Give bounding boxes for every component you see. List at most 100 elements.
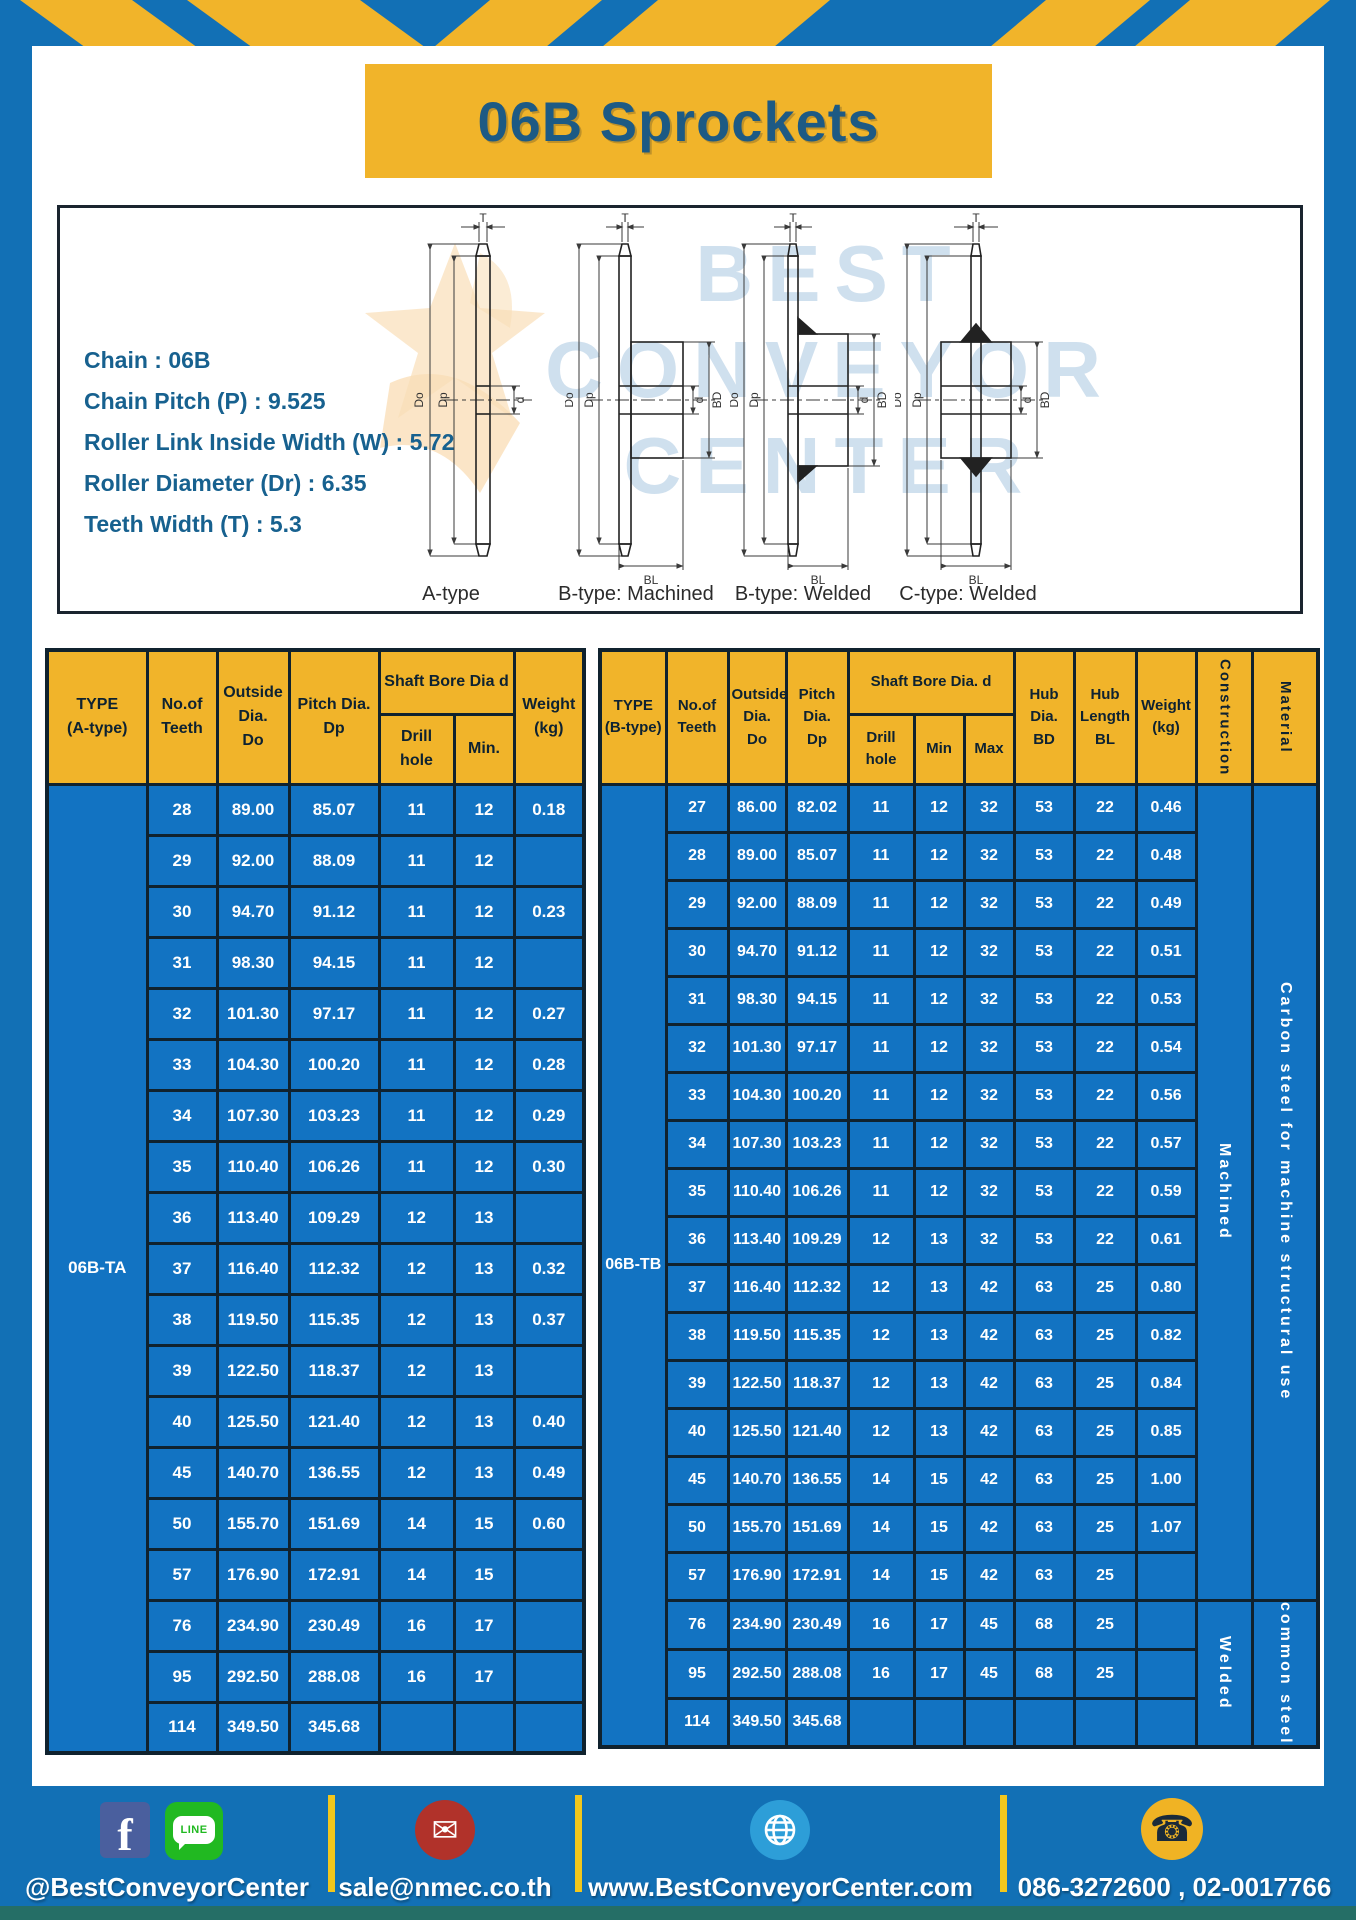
data-cell: 22 xyxy=(1072,1214,1138,1266)
dim-label-do: Do xyxy=(412,392,426,408)
data-cell: 97.17 xyxy=(287,986,381,1041)
data-cell: 25 xyxy=(1072,1262,1138,1314)
data-cell: 13 xyxy=(912,1310,966,1362)
data-cell: 12 xyxy=(846,1262,916,1314)
data-cell: 11 xyxy=(846,782,916,834)
data-cell: 15 xyxy=(452,1547,516,1602)
sprocket-figure-c-welded: T Do Dp d BD BL xyxy=(895,211,1052,587)
table-row: 36 113.40 109.29 12 13 32 53 22 0.61 xyxy=(600,1214,1318,1266)
data-cell: 106.26 xyxy=(287,1139,381,1194)
table-row: 50 155.70 151.69 14 15 42 63 25 1.07 xyxy=(600,1502,1318,1554)
data-cell: 0.30 xyxy=(512,1139,586,1194)
table-row: 114 349.50 345.68 xyxy=(47,1700,586,1755)
data-cell: 11 xyxy=(846,1118,916,1170)
data-cell: 63 xyxy=(1012,1310,1076,1362)
data-cell: 101.30 xyxy=(215,986,291,1041)
data-cell: 12 xyxy=(452,935,516,990)
data-cell: 106.26 xyxy=(784,1166,850,1218)
table-b-type: TYPE (B-type) No.of Teeth Outside Dia. D… xyxy=(598,648,1321,1750)
data-cell: 0.48 xyxy=(1134,830,1198,882)
data-cell: 11 xyxy=(846,1022,916,1074)
data-cell: 11 xyxy=(846,830,916,882)
col-header-pitch-dia: Pitch Dia. Dp xyxy=(784,648,850,786)
data-cell: 0.80 xyxy=(1134,1262,1198,1314)
data-cell: 11 xyxy=(846,878,916,930)
data-cell: 110.40 xyxy=(215,1139,291,1194)
data-cell: 35 xyxy=(664,1166,730,1218)
data-cell xyxy=(512,1700,586,1755)
data-cell: 0.82 xyxy=(1134,1310,1198,1362)
footer-website[interactable]: www.BestConveyorCenter.com xyxy=(588,1872,973,1902)
table-row: 114 349.50 345.68 xyxy=(600,1696,1318,1749)
email-icon[interactable]: ✉ xyxy=(415,1800,475,1860)
type-label-cell: 06B-TA xyxy=(45,782,149,1755)
col-header-min: Min xyxy=(912,712,966,786)
data-cell: 116.40 xyxy=(215,1241,291,1296)
data-cell: 14 xyxy=(846,1502,916,1554)
data-cell: 12 xyxy=(452,1088,516,1143)
data-cell: 12 xyxy=(377,1445,456,1500)
line-icon[interactable]: LINE xyxy=(165,1802,223,1860)
footer-email[interactable]: sale@nmec.co.th xyxy=(338,1872,552,1902)
data-cell xyxy=(512,1598,586,1653)
table-row: 30 94.70 91.12 11 12 32 53 22 0.51 xyxy=(600,926,1318,978)
data-cell: 76 xyxy=(145,1598,219,1653)
data-cell: 37 xyxy=(664,1262,730,1314)
data-cell: 32 xyxy=(962,830,1016,882)
banner-stripe xyxy=(187,0,424,46)
data-cell xyxy=(962,1696,1016,1749)
data-cell: 12 xyxy=(377,1394,456,1449)
table-row: 45 140.70 136.55 12 13 0.49 xyxy=(47,1445,586,1500)
data-cell: 12 xyxy=(912,782,966,834)
data-cell: 13 xyxy=(452,1292,516,1347)
data-cell: 32 xyxy=(962,782,1016,834)
title-banner: 06B Sprockets xyxy=(365,64,992,178)
data-cell: 91.12 xyxy=(287,884,381,939)
data-cell: 12 xyxy=(846,1406,916,1458)
data-cell xyxy=(377,1700,456,1755)
data-cell: 288.08 xyxy=(784,1647,850,1700)
data-cell: 17 xyxy=(452,1598,516,1653)
data-cell xyxy=(1134,1647,1198,1700)
data-cell: 0.37 xyxy=(512,1292,586,1347)
footer-social-handle[interactable]: @BestConveyorCenter xyxy=(25,1872,309,1902)
table-row: 28 89.00 85.07 11 12 32 53 22 0.48 xyxy=(600,830,1318,882)
data-cell: 31 xyxy=(664,974,730,1026)
data-cell: 115.35 xyxy=(784,1310,850,1362)
line-bubble: LINE xyxy=(173,1816,215,1850)
facebook-icon[interactable]: f xyxy=(100,1802,150,1860)
table-row: 29 92.00 88.09 11 12 32 53 22 0.49 xyxy=(600,878,1318,930)
spec-line: Roller Diameter (Dr) : 6.35 xyxy=(84,470,367,496)
data-cell: 11 xyxy=(377,1037,456,1092)
data-cell: 234.90 xyxy=(726,1598,788,1651)
table-row: 76 234.90 230.49 16 17 xyxy=(47,1598,586,1653)
dim-label-d: d xyxy=(692,397,706,404)
data-cell: 0.40 xyxy=(512,1394,586,1449)
data-cell: 11 xyxy=(377,833,456,888)
data-cell: 101.30 xyxy=(726,1022,788,1074)
data-cell: 13 xyxy=(452,1445,516,1500)
sprocket-figure-a-type: T Do Dp d xyxy=(412,211,532,557)
data-cell: 345.68 xyxy=(287,1700,381,1755)
data-cell: 22 xyxy=(1072,878,1138,930)
data-cell: 57 xyxy=(145,1547,219,1602)
dim-label-bd: BD xyxy=(875,391,889,408)
data-cell: 12 xyxy=(912,1118,966,1170)
col-header-drill-hole: Drill hole xyxy=(846,712,916,786)
data-cell: 0.46 xyxy=(1134,782,1198,834)
data-cell: 119.50 xyxy=(726,1310,788,1362)
phone-icon[interactable]: ☎ xyxy=(1141,1798,1203,1860)
data-cell: 42 xyxy=(962,1406,1016,1458)
data-cell: 68 xyxy=(1012,1647,1076,1700)
col-header-weight: Weight (kg) xyxy=(1134,648,1198,786)
footer-divider xyxy=(575,1795,582,1892)
globe-icon[interactable] xyxy=(750,1800,810,1860)
data-cell: 12 xyxy=(452,782,516,837)
data-cell: 38 xyxy=(145,1292,219,1347)
data-cell xyxy=(512,1547,586,1602)
data-cell: 104.30 xyxy=(215,1037,291,1092)
footer-phones[interactable]: 086-3272600 , 02-0017766 xyxy=(1017,1872,1332,1902)
table-row: 06B-TB 27 86.00 82.02 11 12 32 53 22 0.46 Machined… xyxy=(598,782,1320,1749)
data-cell: 98.30 xyxy=(215,935,291,990)
